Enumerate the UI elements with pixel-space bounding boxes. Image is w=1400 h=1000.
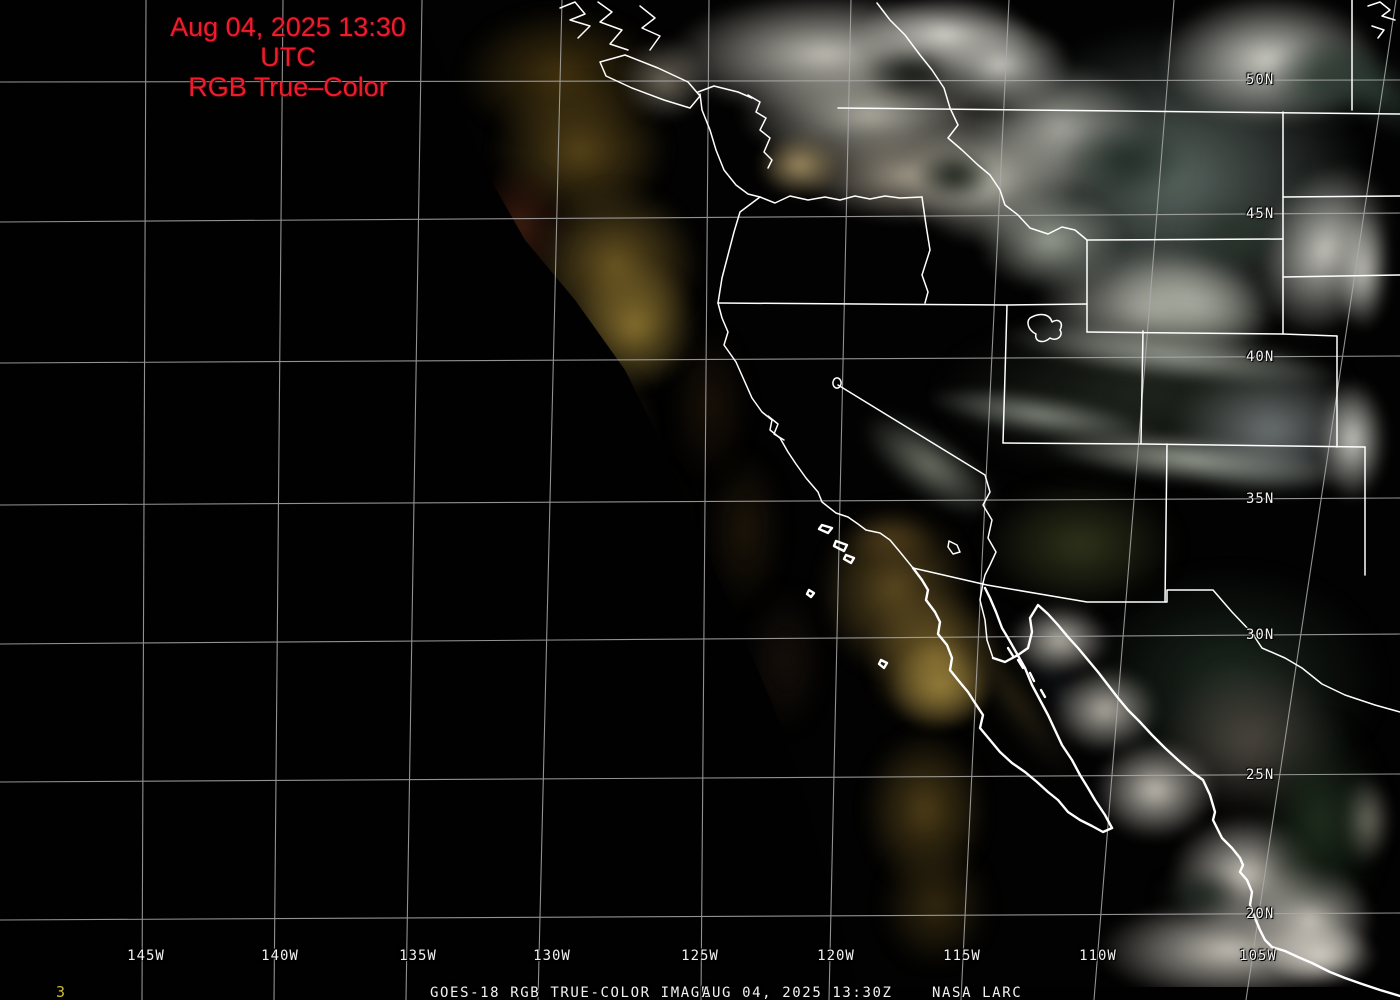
longitude-label: 145W — [127, 948, 165, 964]
latitude-label: 25N — [1246, 767, 1275, 783]
longitude-label: 115W — [943, 948, 981, 964]
latitude-label: 20N — [1246, 906, 1275, 922]
caption-product: GOES-18 RGB TRUE-COLOR IMAGE — [430, 985, 711, 1000]
longitude-label: 110W — [1079, 948, 1117, 964]
latitude-label: 35N — [1246, 491, 1275, 507]
caption-source: NASA LARC — [932, 985, 1023, 1000]
longitude-label: 130W — [533, 948, 571, 964]
header-date-line: Aug 04, 2025 13:30 UTC — [170, 12, 406, 72]
caption-timestamp: AUG 04, 2025 13:30Z — [702, 985, 893, 1000]
longitude-label: 125W — [681, 948, 719, 964]
latitude-label: 30N — [1246, 627, 1275, 643]
latitude-label: 40N — [1246, 349, 1275, 365]
state-border-lines — [559, 0, 1400, 713]
header-product-line: RGB True–Color — [188, 72, 388, 102]
longitude-label: 135W — [399, 948, 437, 964]
coastline-lines — [805, 523, 1400, 998]
longitude-label: 120W — [817, 948, 855, 964]
frame-number: 3 — [56, 983, 66, 1000]
longitude-label: 140W — [261, 948, 299, 964]
longitude-label: 105W — [1239, 948, 1277, 964]
timestamp-header: Aug 04, 2025 13:30 UTC RGB True–Color — [148, 12, 428, 102]
latitude-label: 45N — [1246, 206, 1275, 222]
latitude-label: 50N — [1246, 72, 1275, 88]
